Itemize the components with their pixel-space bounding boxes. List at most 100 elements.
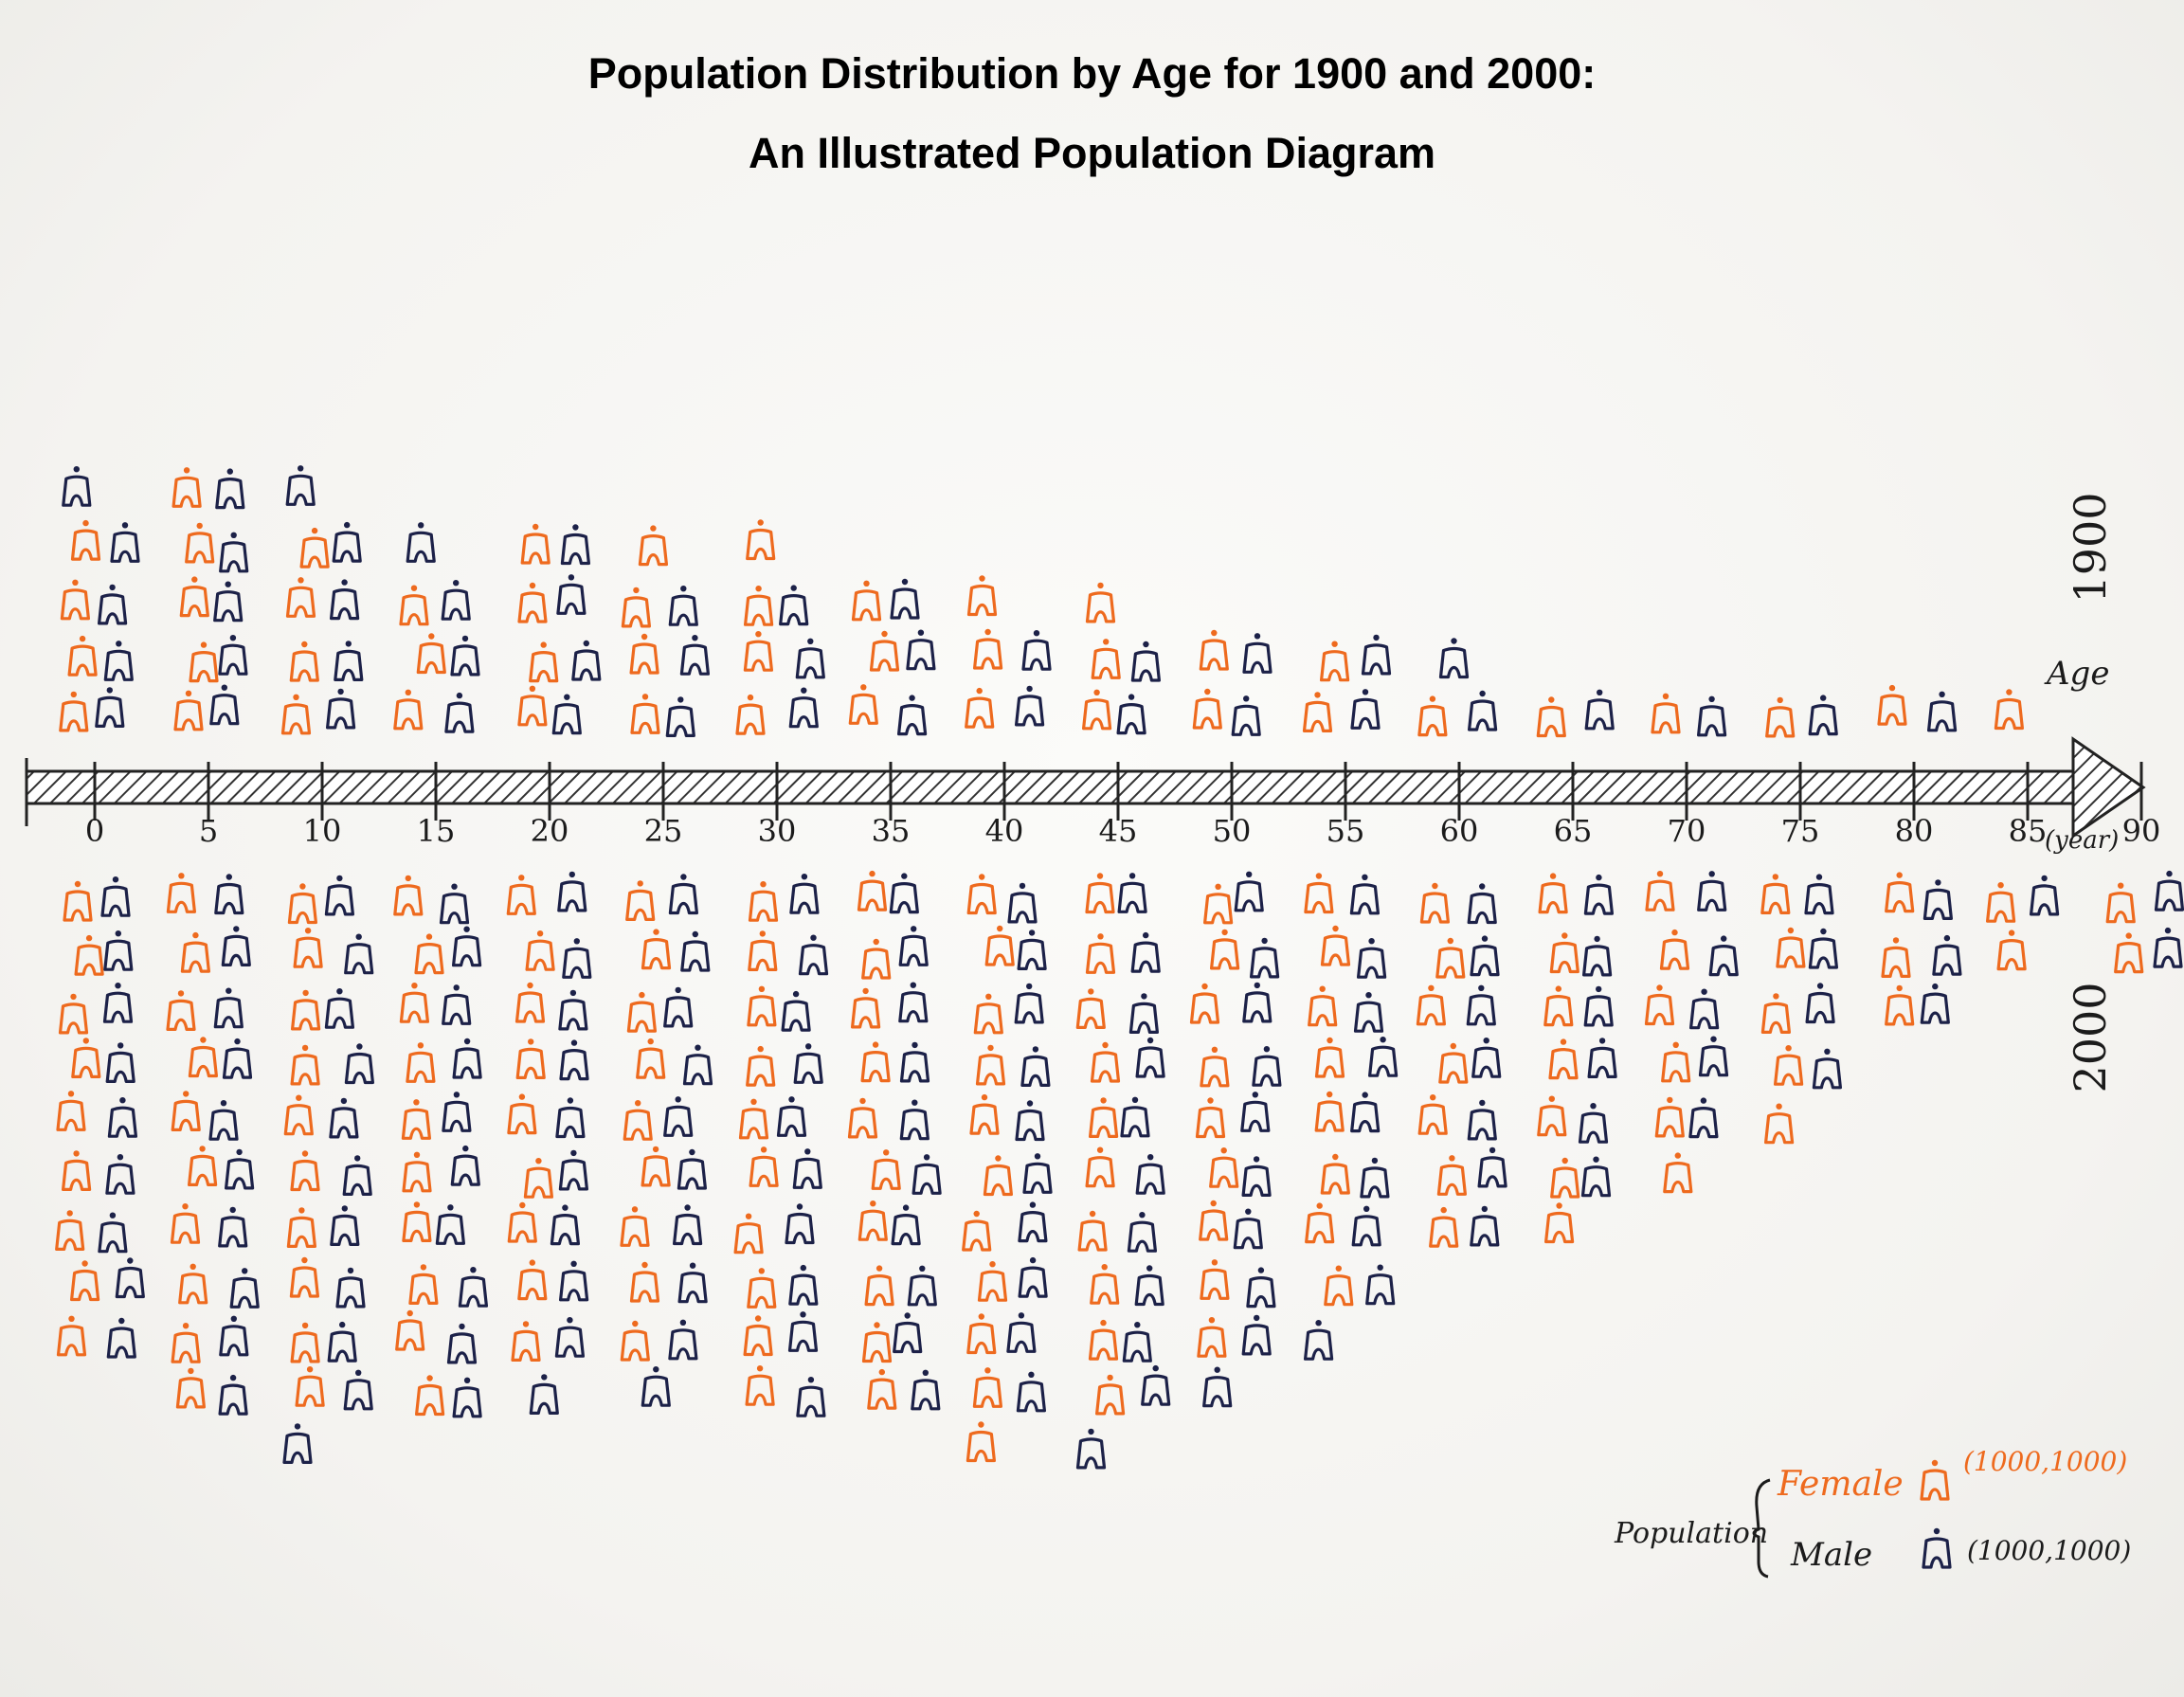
person-icon-1900-age45-female-2 bbox=[1091, 637, 1121, 679]
person-icon-2000-age45-female-10 bbox=[1085, 1145, 1115, 1188]
person-icon-1900-age5-male-7 bbox=[219, 530, 249, 573]
chart-subtitle: An Illustrated Population Diagram bbox=[748, 129, 1436, 177]
person-icon-2000-age10-female-0 bbox=[287, 881, 317, 925]
person-icon-1900-age50-female-2 bbox=[1199, 628, 1229, 671]
person-icon-2000-age20-female-12 bbox=[507, 1201, 537, 1243]
person-icon-1900-age0-male-3 bbox=[103, 639, 134, 681]
person-icon-2000-age65-female-0 bbox=[1538, 871, 1568, 914]
person-icon-2000-age15-female-8 bbox=[401, 1097, 431, 1140]
person-icon-2000-age75-male-3 bbox=[1808, 927, 1839, 969]
person-icon-2000-age75-female-2 bbox=[1776, 926, 1806, 968]
person-icon-2000-age50-male-1 bbox=[1234, 869, 1264, 912]
person-icon-2000-age65-female-2 bbox=[1549, 930, 1579, 974]
person-icon-2000-age35-female-6 bbox=[860, 1039, 891, 1083]
person-icon-2000-age80-male-3 bbox=[1932, 933, 1962, 976]
person-icon-1900-age35-male-5 bbox=[890, 577, 920, 620]
person-icon-2000-age30-female-6 bbox=[746, 1044, 776, 1087]
tick-label-70: 70 bbox=[1668, 813, 1706, 849]
person-icon-2000-age50-female-14 bbox=[1200, 1257, 1230, 1300]
person-icon-2000-age45-female-6 bbox=[1090, 1040, 1121, 1083]
person-icon-1900-age80-male-1 bbox=[1927, 689, 1958, 732]
tick-label-45: 45 bbox=[1099, 813, 1138, 849]
person-icon-2000-age10-male-20 bbox=[282, 1421, 313, 1465]
person-icon-2000-age30-male-3 bbox=[798, 932, 829, 976]
person-icon-2000-age45-female-16 bbox=[1088, 1318, 1119, 1361]
tick-marks bbox=[93, 762, 2143, 821]
person-icon-2000-age40-male-9 bbox=[1015, 1098, 1045, 1142]
person-icon-2000-age20-male-9 bbox=[555, 1095, 586, 1139]
person-icon-2000-age40-female-18 bbox=[972, 1365, 1003, 1408]
person-icon-2000-age10-female-18 bbox=[295, 1364, 325, 1407]
person-icon-2000-age60-female-0 bbox=[1419, 881, 1451, 924]
person-icon-2000-age30-male-17 bbox=[787, 1309, 819, 1352]
person-icon-1900-age10-male-7 bbox=[332, 520, 362, 563]
tick-label-25: 25 bbox=[644, 813, 683, 849]
person-icon-2000-age60-male-13 bbox=[1470, 1204, 1500, 1247]
person-icon-2000-age80-female-4 bbox=[1885, 984, 1915, 1026]
person-icon-2000-age60-female-6 bbox=[1438, 1041, 1469, 1084]
person-icon-1900-age20-female-0 bbox=[517, 683, 548, 727]
person-icon-2000-age25-male-9 bbox=[663, 1094, 694, 1137]
person-icon-2000-age75-male-5 bbox=[1805, 981, 1835, 1024]
person-icon-1900-age0-male-8 bbox=[62, 464, 92, 507]
person-icon-2000-age35-female-10 bbox=[871, 1147, 901, 1190]
person-icon-1900-age0-female-0 bbox=[59, 690, 89, 732]
person-icon-2000-age45-male-9 bbox=[1120, 1095, 1150, 1138]
person-icon-2000-age55-male-13 bbox=[1351, 1204, 1381, 1247]
person-icon-2000-age75-male-1 bbox=[1804, 872, 1834, 915]
person-icon-2000-age45-male-19 bbox=[1141, 1363, 1171, 1406]
person-icon-2000-age30-female-4 bbox=[747, 984, 777, 1027]
person-icon-2000-age5-female-0 bbox=[166, 871, 196, 913]
person-icon-1900-age25-male-1 bbox=[665, 695, 695, 738]
person-icon-2000-age55-male-11 bbox=[1360, 1156, 1390, 1199]
person-icon-2000-age15-male-5 bbox=[442, 983, 472, 1025]
person-icon-2000-age50-male-11 bbox=[1241, 1154, 1272, 1198]
person-icon-2000-age35-female-16 bbox=[861, 1320, 893, 1363]
person-icon-1900-age20-female-6 bbox=[520, 522, 551, 565]
person-icon-2000-age60-male-11 bbox=[1477, 1146, 1507, 1188]
person-icon-2000-age20-male-18 bbox=[529, 1372, 559, 1416]
person-icon-2000-age25-female-8 bbox=[623, 1098, 653, 1141]
person-icon-2000-age20-male-1 bbox=[557, 870, 587, 912]
person-icon-2000-age70-male-9 bbox=[1688, 1095, 1719, 1139]
person-icon-2000-age45-female-18 bbox=[1094, 1373, 1126, 1416]
person-icon-1900-age75-male-1 bbox=[1808, 693, 1838, 736]
person-icon-2000-age0-female-0 bbox=[63, 879, 93, 922]
person-icon-2000-age40-male-3 bbox=[1017, 928, 1047, 971]
person-icon-2000-age5-female-16 bbox=[171, 1321, 201, 1363]
person-icon-2000-age20-male-15 bbox=[558, 1259, 589, 1302]
person-icon-2000-age65-male-5 bbox=[1583, 984, 1614, 1027]
tick-label-55: 55 bbox=[1327, 813, 1365, 849]
person-icon-2000-age65-male-1 bbox=[1583, 873, 1615, 915]
person-icon-2000-age5-male-11 bbox=[225, 1147, 255, 1190]
legend-title: Population bbox=[1614, 1517, 1768, 1550]
person-icon-2000-age65-male-3 bbox=[1581, 934, 1613, 977]
person-icon-2000-age20-female-6 bbox=[515, 1037, 546, 1080]
person-icon-2000-age0-female-2 bbox=[74, 933, 104, 976]
person-icon-2000-age40-female-16 bbox=[966, 1311, 997, 1355]
person-icon-2000-age10-male-5 bbox=[324, 986, 354, 1029]
person-icon-1900-age0-female-6 bbox=[70, 518, 101, 561]
person-icon-2000-age75-female-4 bbox=[1760, 991, 1792, 1035]
person-icon-2000-age0-female-6 bbox=[71, 1036, 101, 1079]
person-icon-1900-age25-female-2 bbox=[629, 632, 659, 675]
person-icon-1900-age0-male-5 bbox=[97, 583, 128, 625]
person-icon-1900-age10-female-2 bbox=[289, 640, 319, 682]
person-icon-2000-age25-male-5 bbox=[663, 985, 694, 1028]
person-icon-2000-age65-male-7 bbox=[1587, 1036, 1617, 1079]
person-icon-2000-age65-female-8 bbox=[1537, 1093, 1567, 1137]
person-icon-2000-age50-female-10 bbox=[1209, 1146, 1239, 1188]
person-icon-1900-age5-female-4 bbox=[179, 574, 209, 618]
person-icon-2000-age20-male-5 bbox=[558, 988, 588, 1031]
person-icon-2000-age25-female-4 bbox=[626, 990, 658, 1033]
person-icon-2000-age40-female-6 bbox=[975, 1043, 1006, 1086]
person-icon-2000-age65-male-11 bbox=[1580, 1154, 1612, 1198]
person-icon-2000-age65-female-10 bbox=[1550, 1156, 1580, 1199]
person-icon-2000-age25-female-2 bbox=[641, 927, 672, 970]
person-icon-2000-age50-male-3 bbox=[1249, 936, 1280, 979]
person-icon-2000-age0-male-3 bbox=[103, 929, 134, 971]
person-icon-2000-age35-female-4 bbox=[850, 986, 881, 1029]
person-icon-2000-age25-female-10 bbox=[641, 1145, 671, 1187]
person-icon-1900-age55-male-3 bbox=[1361, 633, 1392, 676]
person-icon-2000-age60-female-10 bbox=[1436, 1153, 1468, 1196]
